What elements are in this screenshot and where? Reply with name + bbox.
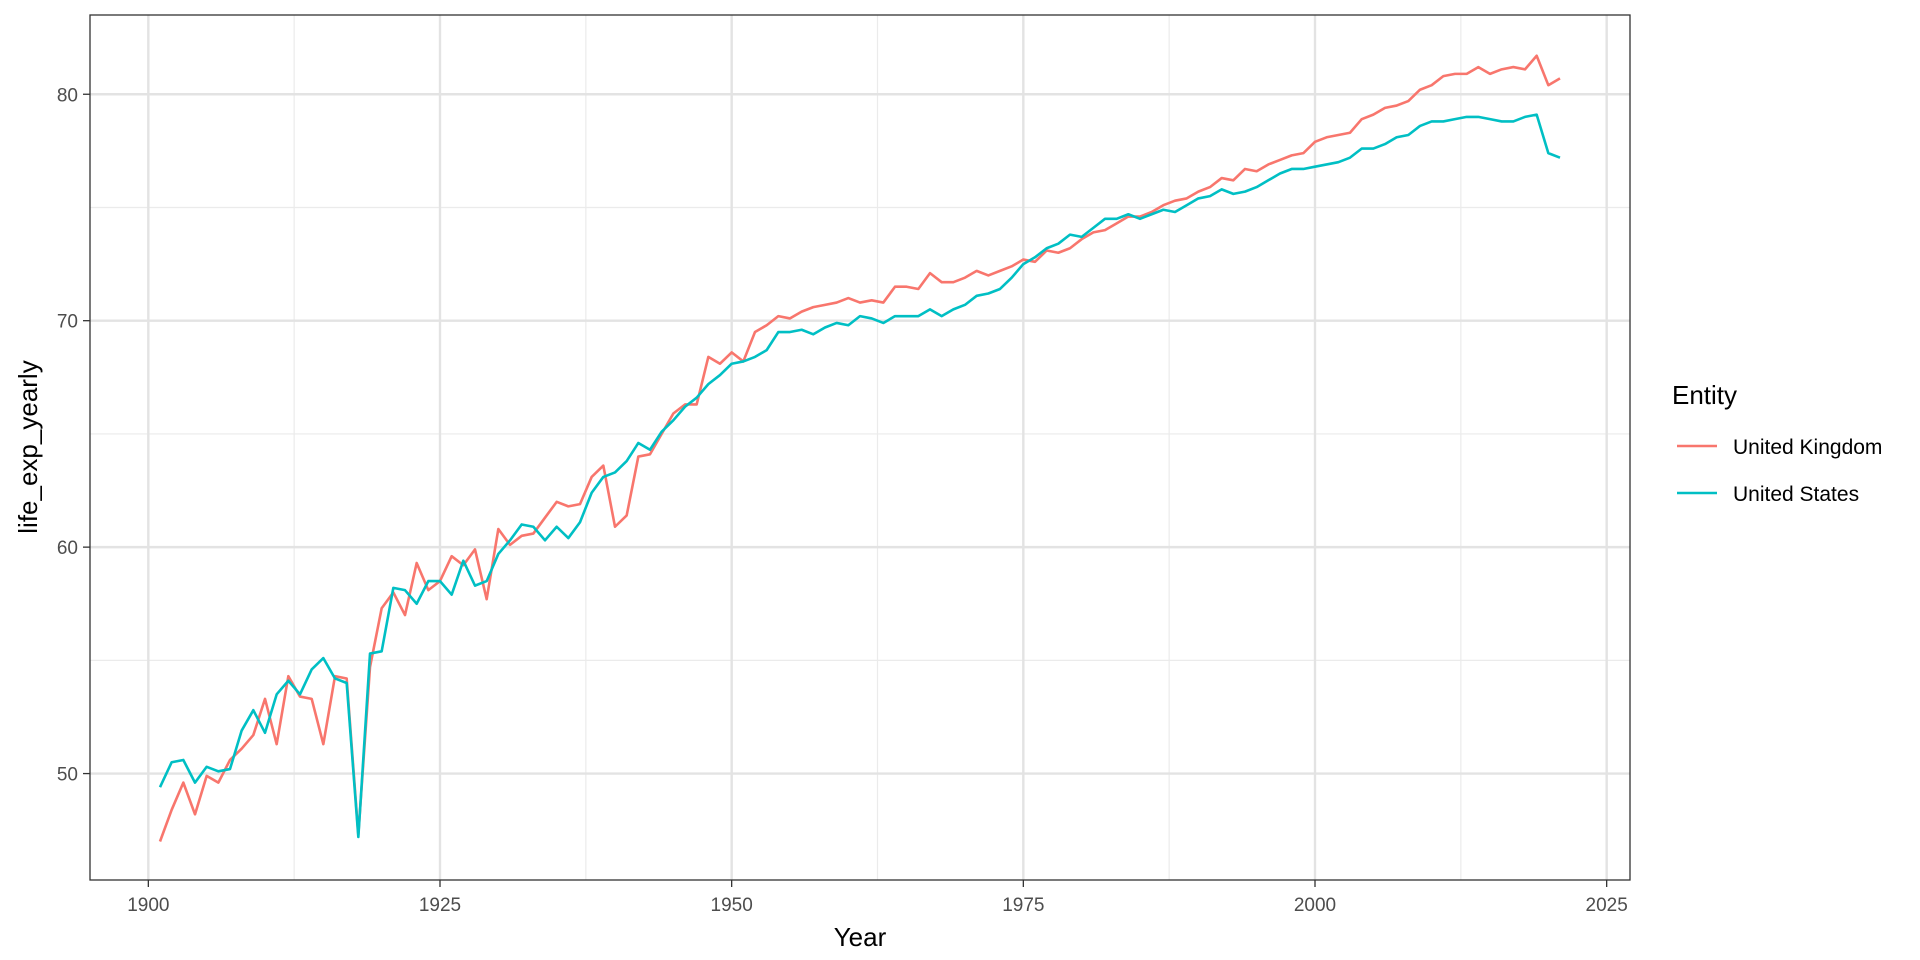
plot-panel [89, 14, 1631, 881]
x-tick-label: 1900 [127, 895, 169, 916]
legend-label-united-kingdom: United Kingdom [1733, 436, 1882, 459]
y-axis-ticks: 50 60 70 80 [57, 85, 90, 786]
x-tick-label: 1950 [711, 895, 753, 916]
y-tick-label: 60 [57, 538, 78, 559]
legend-title: Entity [1672, 380, 1737, 410]
legend: Entity United Kingdom United States [1672, 380, 1882, 506]
x-tick-label: 1975 [1002, 895, 1044, 916]
y-tick-label: 70 [57, 312, 78, 333]
x-axis-title: Year [834, 922, 887, 952]
major-gridlines [90, 15, 1630, 880]
y-tick-label: 50 [57, 765, 78, 786]
minor-gridlines [90, 15, 1630, 880]
legend-label-united-states: United States [1733, 483, 1859, 506]
x-axis-ticks: 1900 1925 1950 1975 2000 2025 [127, 880, 1628, 916]
y-tick-label: 80 [57, 85, 78, 106]
x-tick-label: 2000 [1294, 895, 1336, 916]
x-tick-label: 1925 [419, 895, 461, 916]
series-lines [158, 54, 1561, 842]
x-tick-label: 2025 [1586, 895, 1628, 916]
panel-border [89, 14, 1631, 881]
y-axis-title: life_exp_yearly [13, 360, 43, 533]
series-line-united-states [158, 113, 1561, 839]
panel-background [90, 15, 1630, 880]
